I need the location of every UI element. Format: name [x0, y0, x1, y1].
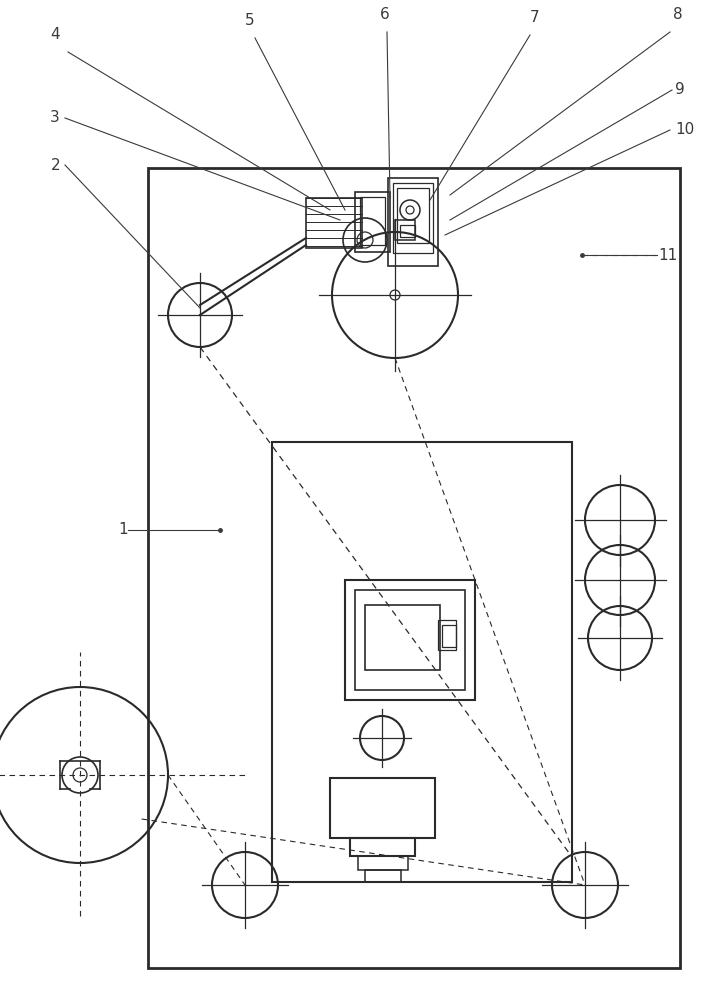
Bar [365, 870, 401, 882]
Bar [272, 442, 572, 882]
Bar [355, 590, 465, 690]
Text: 6: 6 [380, 7, 390, 22]
Bar [397, 188, 429, 243]
Text: 9: 9 [675, 83, 685, 98]
Bar [442, 625, 456, 647]
Bar [330, 778, 435, 838]
Bar [148, 168, 680, 968]
Text: 4: 4 [50, 27, 60, 42]
Text: 5: 5 [245, 13, 255, 28]
Text: 2: 2 [50, 157, 60, 172]
Bar [438, 620, 456, 650]
Bar [355, 192, 390, 252]
Bar [388, 178, 438, 266]
Bar [358, 856, 408, 870]
Bar [345, 580, 475, 700]
Text: 10: 10 [675, 122, 694, 137]
Bar [306, 198, 362, 248]
Bar [400, 225, 415, 237]
Text: 11: 11 [658, 247, 677, 262]
Bar [350, 838, 415, 856]
Bar [393, 183, 433, 253]
Text: 8: 8 [673, 7, 683, 22]
Text: 3: 3 [50, 110, 60, 125]
Bar [365, 605, 440, 670]
Bar [395, 220, 415, 240]
Text: 7: 7 [530, 10, 540, 25]
Bar [360, 197, 385, 245]
Text: 1: 1 [118, 522, 128, 538]
